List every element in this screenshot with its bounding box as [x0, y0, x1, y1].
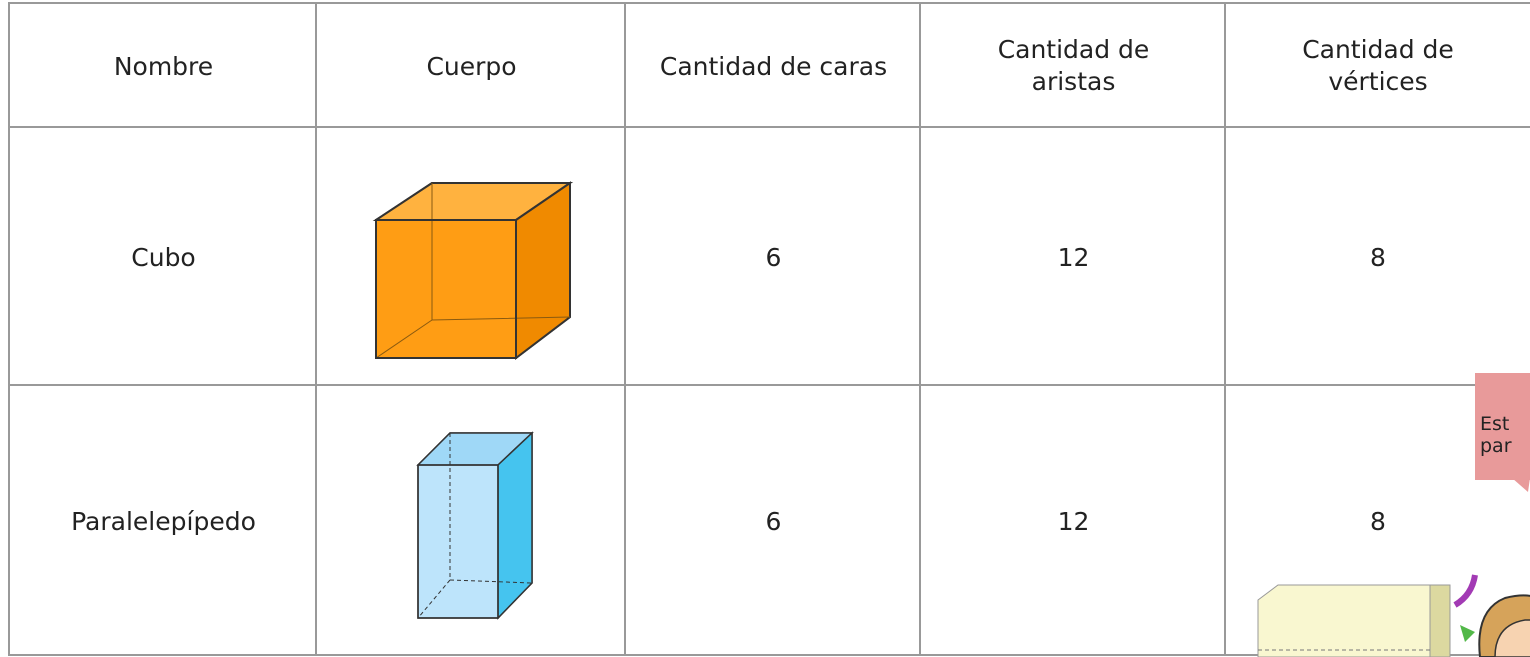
cell-text: Cantidad de caras: [659, 51, 888, 81]
col-line: [8, 2, 10, 656]
cell-text: 12: [1057, 242, 1090, 272]
table-cell: Cubo: [10, 128, 317, 386]
bubble-text: Est: [1480, 413, 1510, 435]
header-cell: Cantidad de vértices: [1226, 4, 1530, 128]
row-line: [8, 384, 1530, 386]
cell-text: Cantidad de vértices: [1302, 34, 1454, 97]
col-line: [624, 2, 626, 656]
cell-text: Nombre: [113, 51, 214, 81]
cell-text: 6: [765, 242, 782, 272]
table-cell: 12: [921, 386, 1226, 656]
table-cell: 6: [626, 386, 921, 656]
prism-image: [416, 431, 534, 620]
header-cell: Cantidad de aristas: [921, 4, 1226, 128]
cell-text: 8: [1370, 506, 1386, 536]
bubble-tail: [1512, 478, 1530, 492]
table-cell: 8: [1226, 128, 1530, 386]
cell-text: Cantidad de aristas: [997, 34, 1150, 97]
table-cell: 12: [921, 128, 1226, 386]
row-line: [8, 126, 1530, 128]
cell-text: Cuerpo: [426, 51, 517, 81]
table-cell: Paralelepípedo: [10, 386, 317, 656]
col-line: [1224, 2, 1226, 656]
table-border: [8, 654, 1530, 656]
header-cell: Cuerpo: [317, 4, 626, 128]
cell-text: Paralelepípedo: [71, 506, 256, 536]
header-cell: Cantidad de caras: [626, 4, 921, 128]
table-border: [8, 2, 1530, 4]
cell-text: 6: [765, 506, 782, 536]
character-decoration: [1257, 574, 1530, 657]
cell-text: 12: [1057, 506, 1090, 536]
cube-image: [372, 181, 574, 361]
bubble-text: par: [1480, 435, 1512, 457]
cell-text: 8: [1370, 242, 1386, 272]
speech-bubble: Est par: [1475, 373, 1530, 480]
col-line: [315, 2, 317, 656]
cell-text: Cubo: [131, 242, 196, 272]
table-cell: 8: [1226, 386, 1530, 656]
col-line: [919, 2, 921, 656]
table-cell: 6: [626, 128, 921, 386]
header-cell: Nombre: [10, 4, 317, 128]
